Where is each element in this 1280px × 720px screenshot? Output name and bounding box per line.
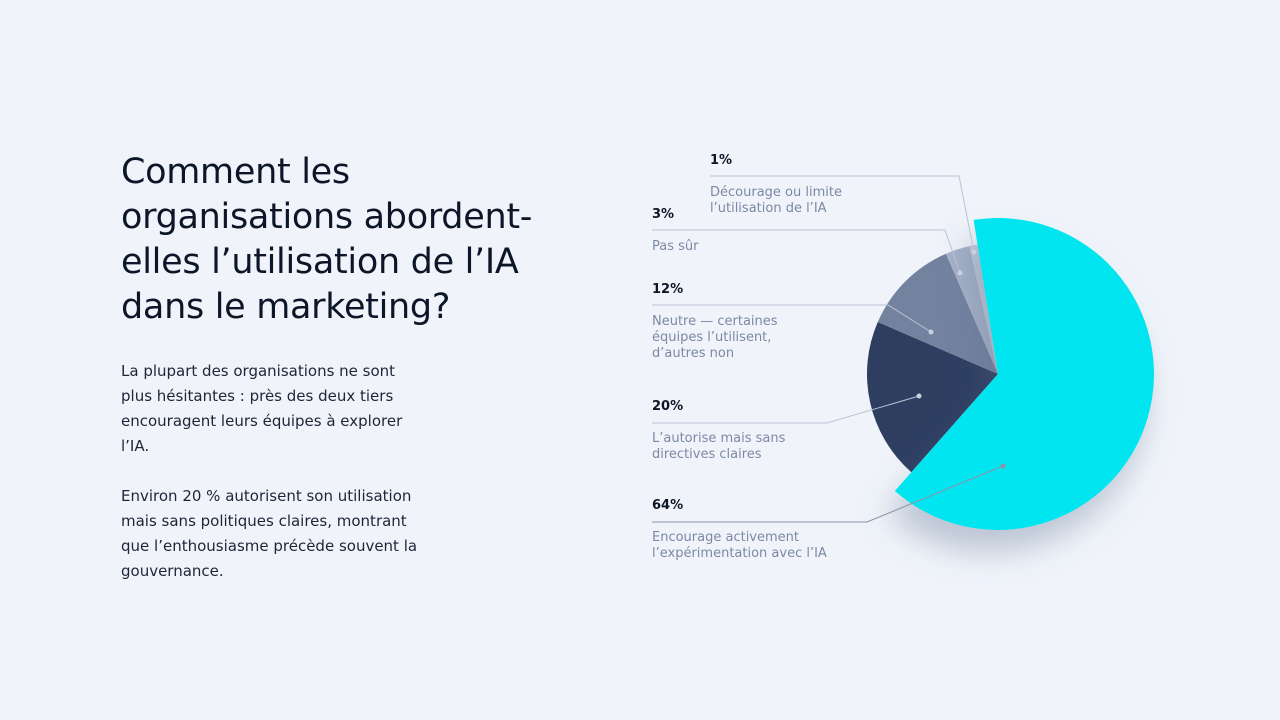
slice-description: Neutre — certaines équipes l’utilisent, d’… — [652, 314, 778, 362]
text-line: l’expérimentation avec l’IA — [652, 546, 827, 561]
title-line: dans le marketing? — [121, 287, 451, 327]
title-line: elles l’utilisation de l’IA — [121, 242, 519, 282]
slice-label: 12% Neutre — certaines équipes l’utilisent… — [652, 282, 778, 362]
slice-label: 1% Décourage ou limite l’utilisation de l’… — [710, 153, 842, 217]
text-line: équipes l’utilisent, — [652, 330, 772, 345]
slice-description: Pas sûr — [652, 239, 698, 255]
title-line: Comment les — [121, 152, 350, 192]
title-line: organisations abordent- — [121, 197, 533, 237]
text-line: d’autres non — [652, 346, 735, 361]
slice-description: Décourage ou limite l’utilisation de l’IA — [710, 185, 842, 217]
slice-description: Encourage activement l’expérimentation av… — [652, 530, 827, 562]
slice-percentage: 3% — [652, 207, 675, 222]
pie-slice-12pct — [877, 253, 998, 374]
detail-paragraph: Environ 20 % autorisent son utilisation … — [121, 484, 451, 584]
pie-slice-1pct — [969, 244, 998, 374]
text-line: La plupart des organisations ne sont — [121, 362, 396, 380]
slice-percentage: 20% — [652, 399, 684, 414]
leader-line — [652, 229, 961, 274]
pie-slice-20pct — [867, 321, 998, 473]
leader-dot — [928, 329, 934, 335]
text-line: gouvernance. — [121, 562, 224, 580]
leader-dot — [957, 270, 963, 276]
slice-label: 3% Pas sûr — [652, 207, 698, 255]
slice-percentage: 12% — [652, 282, 684, 297]
text-line: Neutre — certaines — [652, 314, 778, 329]
intro-paragraph: La plupart des organisations ne sont plu… — [121, 359, 451, 459]
leader-dot — [916, 393, 922, 399]
slice-label: 64% Encourage activement l’expérimentation… — [652, 498, 827, 562]
page-title: Comment les organisations abordent- elle… — [121, 150, 641, 330]
text-line: Encourage activement — [652, 530, 799, 545]
slice-percentage: 64% — [652, 498, 684, 513]
text-line: que l’enthousiasme précède souvent la — [121, 537, 418, 555]
slice-label: 20% L’autorise mais sans directives claire… — [652, 399, 785, 463]
leader-line — [652, 395, 920, 424]
leader-line — [652, 465, 1004, 523]
leader-line — [652, 304, 932, 333]
text-line: directives claires — [652, 447, 762, 462]
text-line: mais sans politiques claires, montrant — [121, 512, 407, 530]
text-line: L’autorise mais sans — [652, 431, 786, 446]
slice-percentage: 1% — [710, 153, 733, 168]
pie-slice-64pct — [894, 218, 1154, 531]
text-line: plus hésitantes : près des deux tiers — [121, 387, 394, 405]
text-line: encouragent leurs équipes à explorer — [121, 412, 403, 430]
text-line: l’utilisation de l’IA — [710, 201, 827, 216]
leader-dot — [971, 249, 977, 255]
leader-dot — [1000, 463, 1006, 469]
text-line: Environ 20 % autorisent son utilisation — [121, 487, 412, 505]
slice-description: L’autorise mais sans directives claires — [652, 431, 785, 463]
text-line: Pas sûr — [652, 239, 699, 254]
text-line: l’IA. — [121, 437, 150, 455]
pie-slice-3pct — [945, 246, 998, 374]
text-line: Décourage ou limite — [710, 185, 842, 200]
leader-line — [710, 175, 975, 253]
